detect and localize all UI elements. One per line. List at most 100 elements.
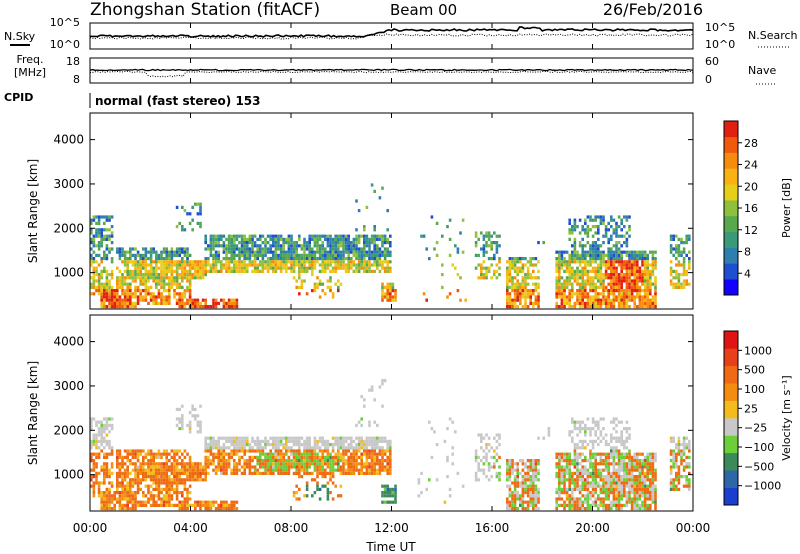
- velocity-cell: [259, 446, 262, 450]
- power-cell: [604, 301, 608, 305]
- velocity-cell: [305, 455, 309, 459]
- power-cell: [251, 269, 254, 273]
- power-cell: [324, 234, 327, 238]
- power-cell: [334, 260, 337, 264]
- velocity-cell: [526, 465, 530, 469]
- power-cell: [376, 257, 379, 261]
- velocity-cell: [625, 468, 629, 472]
- power-cell: [123, 257, 127, 261]
- power-cell: [677, 282, 681, 286]
- velocity-cell: [506, 475, 509, 479]
- power-cell: [324, 292, 327, 296]
- velocity-cell: [266, 452, 270, 456]
- power-cell: [363, 269, 366, 273]
- power-cell: [589, 285, 592, 289]
- velocity-cell: [95, 455, 98, 459]
- power-cell: [682, 247, 686, 251]
- power-cell: [591, 289, 595, 293]
- velocity-cell: [344, 452, 348, 456]
- power-cell: [625, 273, 629, 277]
- velocity-cell: [329, 455, 332, 459]
- power-cell: [139, 295, 142, 299]
- velocity-cell: [181, 414, 184, 418]
- velocity-cell: [602, 459, 605, 463]
- velocity-cell: [326, 471, 330, 475]
- cpid-value: normal (fast stereo) 153: [95, 94, 261, 108]
- velocity-cell: [123, 462, 127, 466]
- velocity-cell: [337, 446, 340, 450]
- power-cell: [321, 234, 324, 238]
- velocity-cell: [318, 459, 322, 463]
- velocity-cell: [248, 446, 252, 450]
- velocity-cell: [584, 430, 587, 434]
- velocity-cell: [334, 436, 337, 440]
- power-cell: [604, 298, 608, 302]
- power-cell: [186, 289, 189, 293]
- power-cell: [625, 231, 629, 235]
- power-cell: [227, 234, 231, 238]
- power-cell: [217, 237, 220, 241]
- power-cell: [524, 285, 527, 289]
- power-cell: [108, 295, 111, 299]
- velocity-cell: [591, 500, 595, 504]
- velocity-cell: [318, 446, 322, 450]
- velocity-cell: [272, 439, 275, 443]
- velocity-cell: [516, 475, 519, 479]
- power-cell: [511, 282, 514, 286]
- velocity-cell: [136, 481, 140, 485]
- power-cell: [623, 295, 626, 299]
- power-cell: [357, 269, 361, 273]
- velocity-cell: [326, 494, 330, 498]
- power-cell: [373, 228, 376, 232]
- power-cell: [680, 263, 683, 267]
- velocity-cell: [178, 407, 181, 411]
- velocity-cell: [591, 443, 595, 447]
- power-cell: [110, 241, 114, 245]
- power-cell: [277, 247, 280, 251]
- power-cell: [188, 282, 192, 286]
- power-cell: [225, 250, 228, 254]
- velocity-cell: [568, 484, 571, 488]
- velocity-cell: [342, 471, 345, 475]
- velocity-cell: [126, 491, 129, 495]
- velocity-cell: [261, 449, 265, 453]
- velocity-cell: [157, 478, 161, 482]
- velocity-cell: [116, 471, 119, 475]
- power-colorbar-label: Power [dB]: [780, 178, 793, 238]
- power-cell: [685, 241, 688, 245]
- power-cell: [519, 257, 522, 261]
- power-cell: [456, 289, 460, 293]
- power-cell: [144, 276, 148, 280]
- power-cell: [220, 266, 223, 270]
- power-cell: [625, 215, 629, 219]
- velocity-cell: [248, 443, 252, 447]
- power-cell: [610, 282, 613, 286]
- velocity-cell: [292, 465, 296, 469]
- power-cell: [568, 276, 571, 280]
- velocity-cell: [105, 423, 109, 427]
- velocity-cell: [136, 459, 140, 463]
- velocity-cell: [508, 462, 512, 466]
- power-cell: [654, 250, 657, 254]
- velocity-cell: [604, 487, 608, 491]
- velocity-cell: [116, 459, 119, 463]
- power-cell: [352, 269, 356, 273]
- velocity-cell: [144, 455, 148, 459]
- power-cell: [194, 260, 197, 264]
- power-cell: [326, 237, 330, 241]
- velocity-cell: [251, 439, 254, 443]
- power-cell: [175, 298, 179, 302]
- power-cell: [222, 257, 226, 261]
- velocity-cell: [165, 500, 168, 504]
- velocity-cell: [381, 491, 384, 495]
- power-cell: [378, 257, 382, 261]
- velocity-cell: [147, 475, 150, 479]
- velocity-cell: [108, 446, 111, 450]
- velocity-cell: [110, 423, 114, 427]
- power-cell: [568, 260, 571, 264]
- power-cell: [381, 298, 384, 302]
- power-cell: [490, 247, 493, 251]
- power-cell: [571, 253, 574, 257]
- velocity-cell: [607, 478, 610, 482]
- velocity-cell: [279, 449, 283, 453]
